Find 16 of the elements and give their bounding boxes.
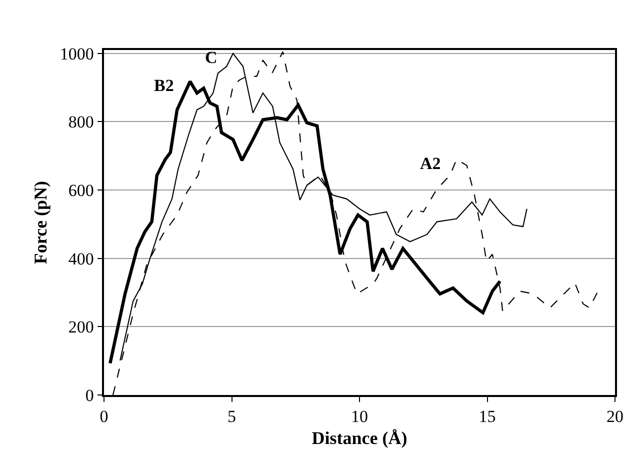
annotation: C: [205, 48, 218, 67]
annotation: B2: [154, 76, 174, 95]
x-tick-label: 10: [351, 407, 368, 426]
y-tick-label: 200: [68, 318, 94, 337]
y-tick-label: 1000: [60, 44, 94, 64]
x-tick-label: 15: [478, 407, 496, 426]
x-tick-label: 0: [100, 407, 108, 426]
y-tick-label: 800: [68, 112, 94, 132]
y-tick-label: 400: [68, 249, 94, 268]
x-axis-title: Distance (Å): [312, 428, 408, 448]
y-tick-label: 600: [68, 181, 94, 200]
y-axis-title: Force (pN): [30, 180, 51, 264]
x-tick-label: 5: [228, 407, 236, 426]
x-tick-label: 20: [606, 407, 624, 426]
annotation: A2: [420, 154, 441, 173]
y-tick-label: 0: [85, 386, 94, 405]
